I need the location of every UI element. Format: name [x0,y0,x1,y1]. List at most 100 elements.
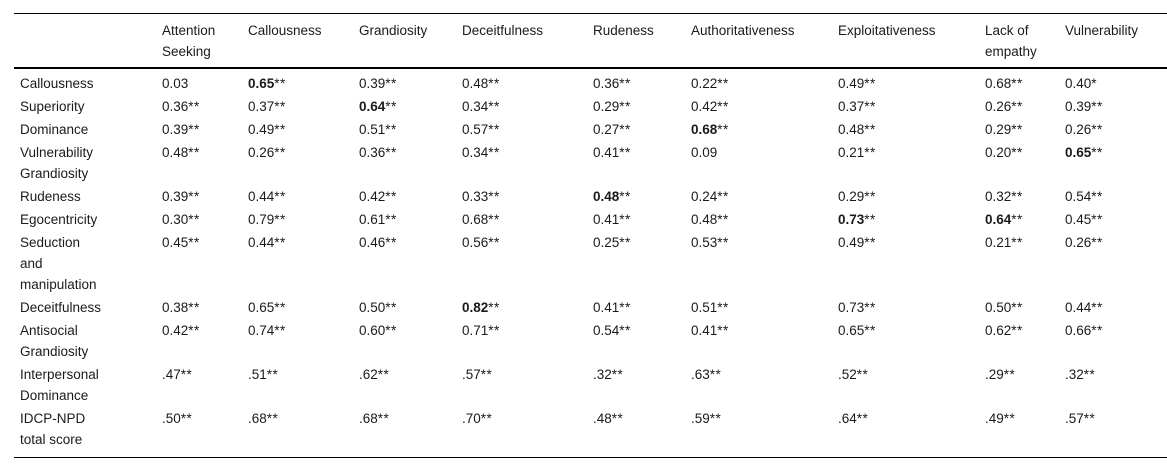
correlation-value: .68 [359,411,378,426]
significance-stars: ** [488,145,500,160]
significance-stars: ** [1011,122,1023,137]
significance-stars: ** [1091,145,1103,160]
column-header: Attention Seeking [162,13,248,69]
correlation-cell: 0.37** [248,94,359,117]
correlation-value: .57 [1065,411,1084,426]
correlation-value: 0.82 [462,300,489,315]
correlation-cell: .59** [691,406,838,458]
correlation-cell: 0.39** [359,68,462,94]
significance-stars: ** [274,145,286,160]
significance-stars: ** [488,99,500,114]
significance-stars: ** [717,122,729,137]
correlation-value: 0.34 [462,145,489,160]
significance-stars: ** [1011,212,1023,227]
significance-stars: ** [488,189,500,204]
row-label: IDCP-NPD total score [20,411,86,447]
correlation-cell: 0.42** [691,94,838,117]
correlation-value: 0.29 [593,99,620,114]
significance-stars: ** [619,212,631,227]
significance-stars: ** [377,367,390,382]
significance-stars: ** [274,235,286,250]
correlation-value: 0.54 [593,323,620,338]
correlation-cell: 0.26** [1065,117,1167,140]
correlation-value: 0.48 [162,145,189,160]
correlation-value: 0.48 [462,76,489,91]
significance-stars: ** [188,122,200,137]
significance-stars: ** [385,76,397,91]
correlation-value: 0.22 [691,76,718,91]
correlation-value: 0.48 [838,122,865,137]
correlation-value: 0.79 [248,212,275,227]
correlation-cell: 0.37** [838,94,985,117]
correlation-cell: .32** [593,362,691,406]
significance-stars: ** [709,411,722,426]
significance-stars: ** [717,235,729,250]
correlation-value: 0.49 [838,235,865,250]
correlation-cell: 0.29** [985,117,1065,140]
row-label: Dominance [20,122,89,137]
significance-stars: ** [180,367,193,382]
correlation-cell: .63** [691,362,838,406]
correlation-value: 0.30 [162,212,189,227]
correlation-value: 0.73 [838,300,865,315]
significance-stars: ** [864,76,876,91]
correlation-value: 0.09 [691,145,718,160]
significance-stars: ** [488,76,500,91]
column-header: Vulnerability [1065,13,1167,69]
correlation-cell: 0.57** [462,117,593,140]
significance-stars: ** [385,122,397,137]
correlation-value: 0.53 [691,235,718,250]
correlation-value: 0.64 [359,99,386,114]
correlation-value: 0.45 [162,235,189,250]
correlation-value: 0.32 [985,189,1012,204]
correlation-value: 0.51 [359,122,386,137]
correlation-value: 0.71 [462,323,489,338]
significance-stars: ** [717,76,729,91]
correlation-cell: 0.49** [838,68,985,94]
correlation-value: .70 [462,411,481,426]
correlation-value: 0.21 [838,145,865,160]
correlation-value: .64 [838,411,857,426]
correlation-value: 0.51 [691,300,718,315]
significance-stars: ** [274,122,286,137]
significance-stars: ** [1091,122,1103,137]
significance-stars: ** [188,300,200,315]
significance-stars: ** [274,189,286,204]
significance-stars: ** [717,300,729,315]
significance-stars: ** [864,212,876,227]
correlation-value: 0.39 [162,189,189,204]
correlation-value: 0.26 [1065,122,1092,137]
significance-stars: ** [274,323,286,338]
correlation-cell: 0.79** [248,207,359,230]
correlation-cell: 0.20** [985,140,1065,184]
significance-stars: ** [864,323,876,338]
correlation-value: 0.66 [1065,323,1092,338]
correlation-value: .32 [1065,367,1084,382]
correlation-value: 0.60 [359,323,386,338]
significance-stars: ** [1083,367,1096,382]
correlation-cell: 0.68** [985,68,1065,94]
significance-stars: ** [1011,300,1023,315]
correlation-value: 0.40 [1065,76,1092,91]
significance-stars: ** [1011,76,1023,91]
significance-stars: ** [385,235,397,250]
correlation-value: 0.42 [162,323,189,338]
correlation-cell: 0.65** [838,318,985,362]
correlation-cell: 0.45** [1065,207,1167,230]
correlation-cell: 0.62** [985,318,1065,362]
table-row: Vulnerability Grandiosity 0.48** 0.26** 0.3… [14,140,1167,184]
correlation-cell: 0.32** [985,184,1065,207]
correlation-cell: 0.51** [359,117,462,140]
table-row: Seduction and manipulation 0.45** 0.44** 0.… [14,230,1167,295]
correlation-cell: 0.39** [162,184,248,207]
significance-stars: ** [611,367,624,382]
significance-stars: ** [717,99,729,114]
significance-stars: ** [1083,411,1096,426]
correlation-cell: 0.82** [462,295,593,318]
correlation-cell: .51** [248,362,359,406]
significance-stars: ** [188,99,200,114]
correlation-cell: .50** [162,406,248,458]
significance-stars: ** [188,145,200,160]
significance-stars: ** [188,323,200,338]
